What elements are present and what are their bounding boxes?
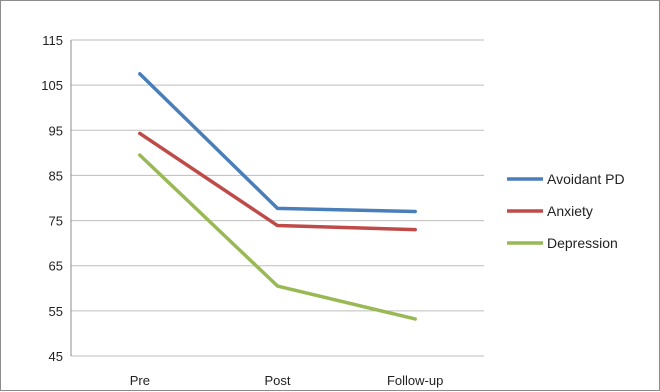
gridlines: [70, 39, 484, 357]
legend: Avoidant PD Anxiety Depression: [507, 171, 625, 251]
y-tick-label: 85: [49, 168, 63, 183]
data-point: [413, 317, 417, 321]
y-tick-label: 105: [41, 78, 63, 93]
y-tick-label: 75: [49, 214, 63, 229]
data-point: [413, 209, 417, 214]
legend-label-2: Depression: [547, 235, 618, 251]
data-point: [138, 72, 142, 76]
series-lines: [138, 72, 417, 321]
data-point: [413, 228, 417, 232]
data-point: [275, 206, 280, 210]
y-tick-label: 55: [49, 304, 63, 319]
y-axis-ticks: 45 55 65 75 85 95 105 115: [41, 33, 63, 364]
data-point: [275, 284, 280, 288]
legend-label-0: Avoidant PD: [547, 171, 625, 187]
series-line-2: [138, 153, 417, 321]
x-axis-ticks: Pre Post Follow-up: [130, 373, 444, 388]
data-point: [275, 223, 280, 228]
data-point: [138, 153, 142, 157]
y-tick-label: 115: [42, 33, 63, 48]
legend-label-1: Anxiety: [547, 203, 593, 219]
y-tick-label: 45: [49, 349, 63, 364]
data-point: [138, 131, 142, 136]
x-tick-label: Pre: [130, 373, 150, 388]
x-tick-label: Follow-up: [387, 373, 443, 388]
series-line-1: [138, 131, 417, 232]
x-tick-label: Post: [264, 373, 290, 388]
y-tick-label: 95: [49, 123, 63, 138]
y-tick-label: 65: [49, 259, 63, 274]
series-line-0: [138, 72, 417, 214]
